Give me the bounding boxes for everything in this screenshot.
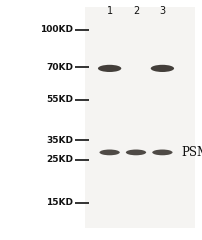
Text: 35KD: 35KD [46, 136, 73, 145]
Text: 2: 2 [132, 6, 138, 16]
Text: 25KD: 25KD [46, 155, 73, 164]
Ellipse shape [99, 150, 119, 155]
Text: 3: 3 [159, 6, 165, 16]
Text: 15KD: 15KD [46, 198, 73, 207]
FancyBboxPatch shape [85, 7, 194, 228]
Text: 70KD: 70KD [46, 63, 73, 72]
Ellipse shape [150, 65, 173, 72]
Text: PSMA4: PSMA4 [181, 146, 202, 159]
Text: 100KD: 100KD [40, 25, 73, 35]
Ellipse shape [98, 65, 121, 72]
Text: 55KD: 55KD [46, 95, 73, 104]
Ellipse shape [125, 150, 145, 155]
Ellipse shape [152, 150, 172, 155]
Text: 1: 1 [106, 6, 112, 16]
